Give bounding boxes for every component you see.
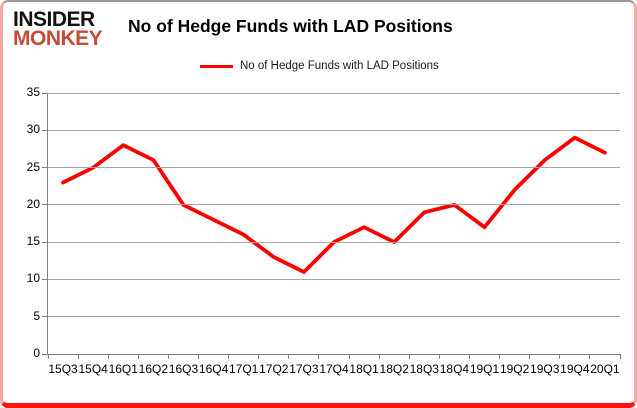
gridline	[48, 241, 620, 243]
x-axis-tick	[559, 355, 561, 359]
x-axis-label: 18Q2	[379, 362, 409, 376]
x-axis-tick	[589, 355, 591, 359]
y-axis-tick	[42, 92, 48, 94]
x-axis-label: 18Q4	[439, 362, 470, 376]
gridline	[48, 92, 620, 94]
x-axis-tick	[47, 355, 49, 359]
x-axis-tick	[107, 355, 109, 359]
x-axis-tick	[499, 355, 501, 359]
x-axis-label: 20Q1	[590, 362, 620, 376]
y-axis-label: 30	[26, 122, 40, 137]
x-axis-tick	[378, 355, 380, 359]
plot-area: 0 5 10 15 20 25 30 35 15Q3 15Q4 16Q1 16Q2 16Q3 16Q4 17…	[27, 85, 621, 376]
chart-title: No of Hedge Funds with LAD Positions	[128, 16, 453, 36]
x-axis-label: 19Q4	[560, 362, 590, 376]
x-axis-label: 15Q3	[48, 362, 78, 376]
x-axis-label: 18Q3	[409, 362, 439, 376]
x-axis-label: 17Q1	[228, 362, 259, 376]
y-axis-tick	[42, 278, 48, 280]
series-layer	[61, 135, 607, 274]
x-axis-label: 16Q2	[138, 362, 169, 376]
x-axis-tick	[198, 355, 200, 359]
x-axis-tick	[288, 355, 290, 359]
gridline	[48, 316, 620, 318]
insider-monkey-logo: INSIDER MONKEY	[13, 8, 103, 50]
x-axis-tick	[468, 355, 470, 359]
logo-word-monkey: MONKEY	[13, 27, 103, 50]
x-axis-label: 16Q3	[168, 362, 199, 376]
y-axis-tick	[42, 204, 48, 206]
x-axis-tick	[167, 355, 169, 359]
y-axis-tick	[42, 129, 48, 131]
x-axis-tick	[619, 355, 621, 359]
legend-line-swatch-icon	[200, 64, 233, 68]
logo-word-insider: INSIDER	[13, 8, 95, 31]
x-axis-tick	[438, 355, 440, 359]
y-axis-tick	[42, 316, 48, 318]
y-axis-label: 15	[26, 234, 40, 249]
legend: No of Hedge Funds with LAD Positions	[200, 60, 439, 72]
y-axis-label: 0	[33, 346, 40, 360]
x-axis-label: 15Q4	[78, 362, 108, 376]
x-axis-label: 16Q4	[198, 362, 229, 376]
x-axis-line	[47, 354, 621, 355]
gridline	[48, 204, 620, 206]
gridline	[48, 278, 620, 280]
x-axis-tick	[228, 355, 230, 359]
x-axis-tick	[77, 355, 79, 359]
x-axis-tick	[137, 355, 139, 359]
y-axis-label: 35	[26, 85, 40, 99]
gridline	[48, 129, 620, 131]
y-axis-label: 10	[26, 271, 40, 286]
x-axis-label: 19Q3	[530, 362, 560, 376]
x-axis-tick	[529, 355, 531, 359]
x-axis-label: 16Q1	[108, 362, 138, 376]
y-axis-label: 25	[26, 159, 40, 174]
y-axis-tick	[42, 241, 48, 243]
y-axis-tick	[42, 353, 48, 355]
x-axis-tick	[318, 355, 320, 359]
y-axis-label: 5	[33, 308, 40, 323]
x-axis-label: 18Q1	[349, 362, 379, 376]
y-axis-tick	[42, 167, 48, 169]
legend-label: No of Hedge Funds with LAD Positions	[240, 60, 439, 72]
x-axis-label: 17Q3	[289, 362, 319, 376]
y-axis-line	[47, 93, 48, 355]
x-axis-label: 19Q1	[469, 362, 500, 376]
x-axis-tick	[408, 355, 410, 359]
x-axis-label: 17Q4	[319, 362, 349, 376]
x-axis-label: 19Q2	[499, 362, 530, 376]
x-axis-label: 17Q2	[259, 362, 289, 376]
x-axis-tick	[258, 355, 260, 359]
y-axis-label: 20	[26, 196, 40, 211]
gridline	[48, 167, 620, 169]
x-axis-tick	[348, 355, 350, 359]
